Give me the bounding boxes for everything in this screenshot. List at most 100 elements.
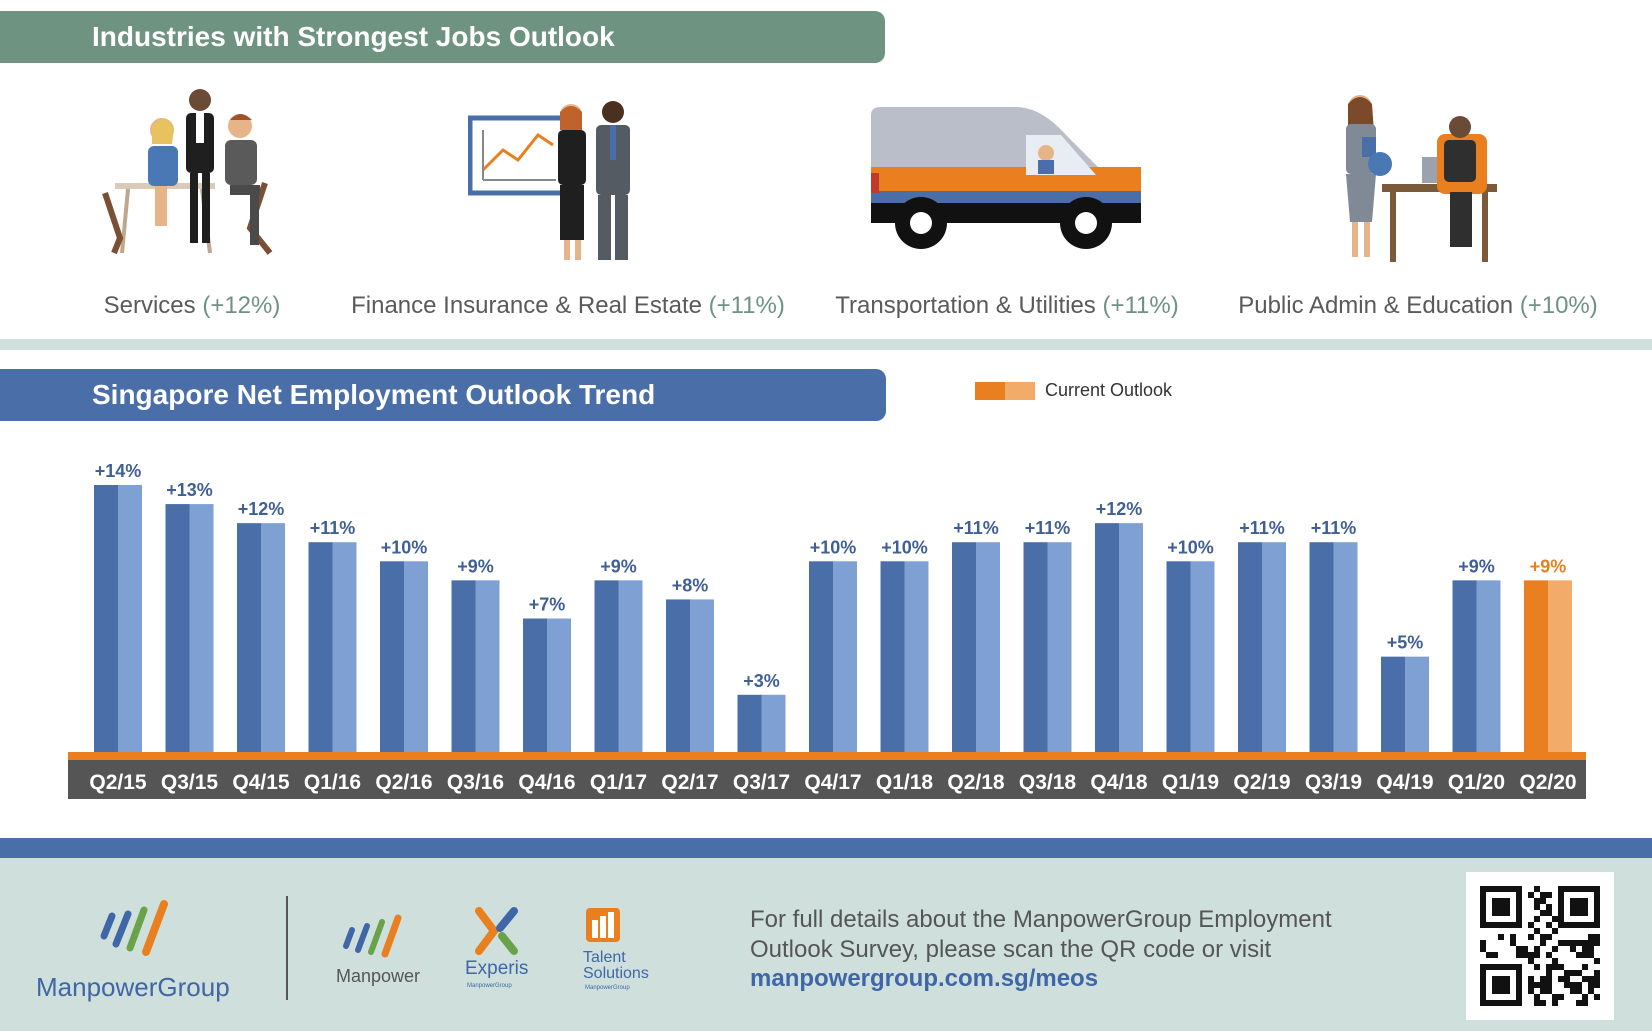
qr-module	[1594, 976, 1600, 982]
qr-module	[1546, 982, 1552, 988]
x-tick-label: Q3/16	[447, 771, 504, 794]
trend-title: Singapore Net Employment Outlook Trend	[92, 379, 656, 410]
qr-module	[1546, 910, 1552, 916]
bar-Q2-18-light	[976, 542, 1000, 752]
x-tick-label: Q3/15	[161, 771, 219, 794]
legend-swatch-light	[1005, 381, 1035, 400]
qr-module	[1552, 1000, 1558, 1006]
talent-solutions-tagline: ManpowerGroup	[585, 985, 630, 991]
qr-module	[1588, 940, 1594, 946]
bar-value-label: +9%	[1458, 556, 1495, 576]
qr-code-icon[interactable]	[1466, 872, 1614, 1020]
x-tick-label: Q2/15	[89, 771, 147, 794]
bar-Q1-16-light	[332, 542, 357, 752]
industries-title: Industries with Strongest Jobs Outlook	[92, 21, 615, 52]
qr-module	[1588, 976, 1594, 982]
footer-divider	[286, 896, 288, 1000]
qr-module	[1582, 946, 1588, 952]
qr-module	[1534, 964, 1540, 970]
bar-Q4-15-dark	[237, 523, 261, 752]
qr-module	[1594, 940, 1600, 946]
x-tick-label: Q2/16	[375, 771, 432, 794]
qr-module	[1582, 994, 1588, 1000]
manpowergroup-logo-icon	[100, 900, 168, 956]
bar-value-label: +5%	[1387, 633, 1424, 653]
experis-brand: Experis	[465, 958, 529, 979]
bar-Q4-16-dark	[523, 618, 547, 752]
qr-module	[1546, 892, 1552, 898]
qr-finder-core	[1492, 898, 1510, 916]
qr-module	[1540, 940, 1546, 946]
qr-module	[1480, 946, 1486, 952]
bar-Q4-15-light	[261, 523, 285, 752]
bar-value-label: +7%	[529, 595, 566, 615]
qr-finder-core	[1492, 976, 1510, 994]
qr-module	[1528, 958, 1534, 964]
qr-module	[1546, 904, 1552, 910]
qr-module	[1558, 964, 1564, 970]
bar-Q1-19-light	[1190, 561, 1215, 752]
business-people-chart-icon	[468, 101, 630, 260]
bar-Q2-16-light	[404, 561, 428, 752]
bar-value-label: +9%	[600, 556, 637, 576]
x-tick-label: Q3/18	[1019, 771, 1077, 794]
x-tick-label: Q2/20	[1519, 771, 1576, 794]
bar-Q4-18-dark	[1095, 523, 1119, 752]
bar-Q2-19-dark	[1238, 542, 1262, 752]
bar-Q3-15-light	[189, 504, 214, 752]
qr-module	[1594, 994, 1600, 1000]
qr-module	[1498, 934, 1504, 940]
bar-value-label: +14%	[95, 461, 142, 481]
qr-module	[1570, 970, 1576, 976]
bar-Q1-19-dark	[1166, 561, 1191, 752]
x-tick-label: Q1/18	[876, 771, 934, 794]
qr-module	[1528, 952, 1534, 958]
bar-Q2-18-dark	[952, 542, 976, 752]
bar-Q2-17-light	[690, 599, 714, 752]
qr-module	[1570, 946, 1576, 952]
footer-bar	[0, 838, 1652, 858]
qr-module	[1552, 928, 1558, 934]
manpowergroup-brand: ManpowerGroup	[36, 972, 230, 1002]
qr-module	[1546, 976, 1552, 982]
qr-module	[1516, 946, 1522, 952]
x-tick-label: Q4/18	[1090, 771, 1148, 794]
bar-Q2-20-light	[1548, 580, 1572, 752]
bar-value-label: +11%	[953, 518, 999, 538]
bar-value-label: +10%	[1167, 537, 1214, 557]
footer-link[interactable]: manpowergroup.com.sg/meos	[750, 965, 1099, 992]
bar-Q4-19-light	[1405, 656, 1429, 752]
baseline-strip	[68, 752, 1586, 760]
footer	[0, 858, 1652, 1031]
bar-Q1-20-dark	[1452, 580, 1477, 752]
section-divider	[0, 339, 1652, 350]
qr-module	[1486, 952, 1492, 958]
x-tick-label: Q4/16	[518, 771, 575, 794]
bar-Q2-17-dark	[666, 599, 690, 752]
x-tick-label: Q2/18	[947, 771, 1005, 794]
qr-module	[1546, 964, 1552, 970]
qr-module	[1588, 952, 1594, 958]
outlook-bar-chart: +14% Q2/15 +13% Q3/15 +12% Q4/15 +11% Q1/16 +10%…	[68, 461, 1586, 799]
qr-module	[1540, 898, 1546, 904]
x-tick-label: Q4/19	[1376, 771, 1433, 794]
qr-module	[1534, 928, 1540, 934]
bar-Q3-15-dark	[165, 504, 190, 752]
qr-module	[1594, 934, 1600, 940]
bar-Q1-17-light	[618, 580, 643, 752]
qr-module	[1558, 994, 1564, 1000]
qr-module	[1582, 940, 1588, 946]
x-tick-label: Q4/17	[804, 771, 861, 794]
qr-module	[1528, 988, 1534, 994]
x-tick-label: Q1/20	[1448, 771, 1505, 794]
qr-module	[1546, 988, 1552, 994]
bar-Q3-19-dark	[1309, 542, 1334, 752]
qr-module	[1594, 958, 1600, 964]
legend-label: Current Outlook	[1045, 380, 1173, 400]
x-tick-label: Q1/17	[590, 771, 647, 794]
qr-module	[1534, 946, 1540, 952]
bar-Q4-17-dark	[809, 561, 833, 752]
qr-module	[1510, 934, 1516, 940]
bar-value-label: +13%	[166, 480, 213, 500]
legend-swatch-dark	[975, 381, 1005, 400]
